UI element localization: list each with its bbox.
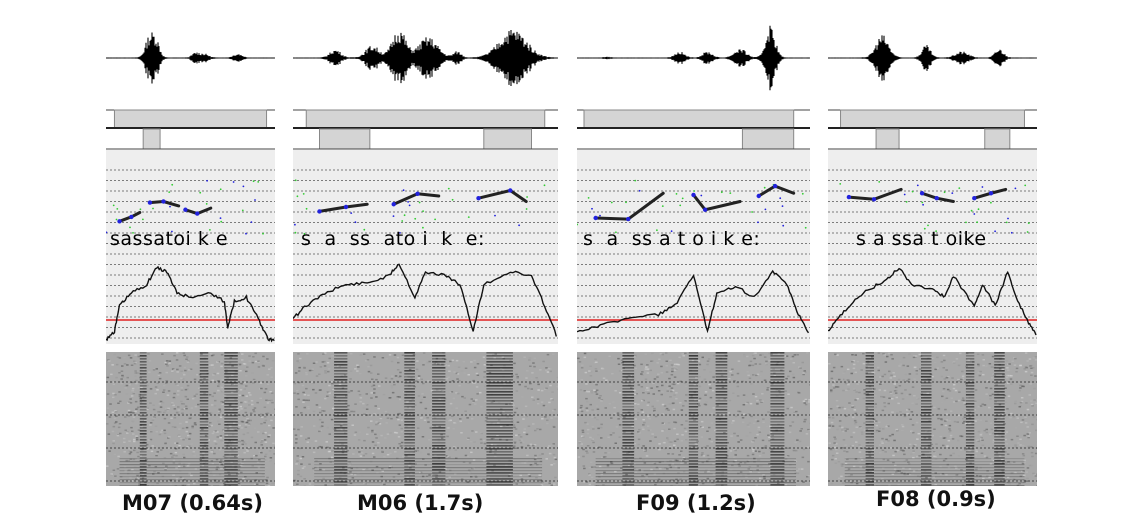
spectrogram bbox=[828, 352, 1037, 486]
intensity-curve bbox=[577, 269, 810, 334]
tier-bar-2 bbox=[984, 128, 1011, 150]
tier-bar-2 bbox=[319, 128, 371, 150]
spectrogram bbox=[293, 352, 558, 486]
waveform bbox=[828, 35, 1037, 81]
acoustic-panel-f08 bbox=[828, 14, 1037, 486]
pitch-track bbox=[117, 199, 213, 224]
waveform bbox=[577, 25, 810, 91]
intensity-curve bbox=[106, 265, 275, 343]
panel-m06: s a ss ato i k e: bbox=[293, 14, 558, 486]
waveform bbox=[293, 30, 558, 86]
caption-f08: F08 (0.9s) bbox=[876, 487, 996, 511]
intensity-curve bbox=[828, 267, 1037, 336]
caption-m07: M07 (0.64s) bbox=[122, 491, 263, 515]
acoustic-panel-m07 bbox=[106, 14, 275, 486]
transcript-f08: s a ssa t oike bbox=[856, 228, 987, 250]
tier-bar-2 bbox=[483, 128, 533, 150]
tier-bar bbox=[113, 109, 268, 129]
transcript-f09: s a ss a t o i k e: bbox=[583, 228, 761, 250]
panel-m07: sassatoi k e bbox=[106, 14, 275, 486]
caption-m06: M06 (1.7s) bbox=[357, 491, 484, 515]
transcript-m06: s a ss ato i k e: bbox=[301, 228, 485, 250]
tier-bar-2 bbox=[142, 128, 161, 150]
tier-bar-2 bbox=[875, 128, 900, 150]
intensity-curve bbox=[293, 263, 557, 337]
acoustic-panel-m06 bbox=[293, 14, 558, 486]
pitch-track bbox=[317, 188, 528, 214]
pitch-track bbox=[593, 183, 796, 222]
waveform bbox=[106, 32, 275, 84]
tier-bar bbox=[840, 109, 1025, 129]
caption-f09: F09 (1.2s) bbox=[636, 491, 756, 515]
acoustic-panel-f09 bbox=[577, 14, 810, 486]
pitch-track bbox=[846, 187, 1008, 203]
panel-f09: s a ss a t o i k e: bbox=[577, 14, 810, 486]
panel-f08: s a ssa t oike bbox=[828, 14, 1037, 486]
tier-bar bbox=[305, 109, 546, 129]
tier-bar bbox=[583, 109, 795, 129]
transcript-m07: sassatoi k e bbox=[110, 228, 229, 250]
tier-bar-2 bbox=[741, 128, 795, 150]
